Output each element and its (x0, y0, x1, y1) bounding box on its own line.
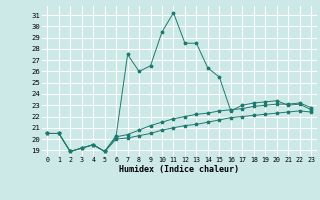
X-axis label: Humidex (Indice chaleur): Humidex (Indice chaleur) (119, 165, 239, 174)
